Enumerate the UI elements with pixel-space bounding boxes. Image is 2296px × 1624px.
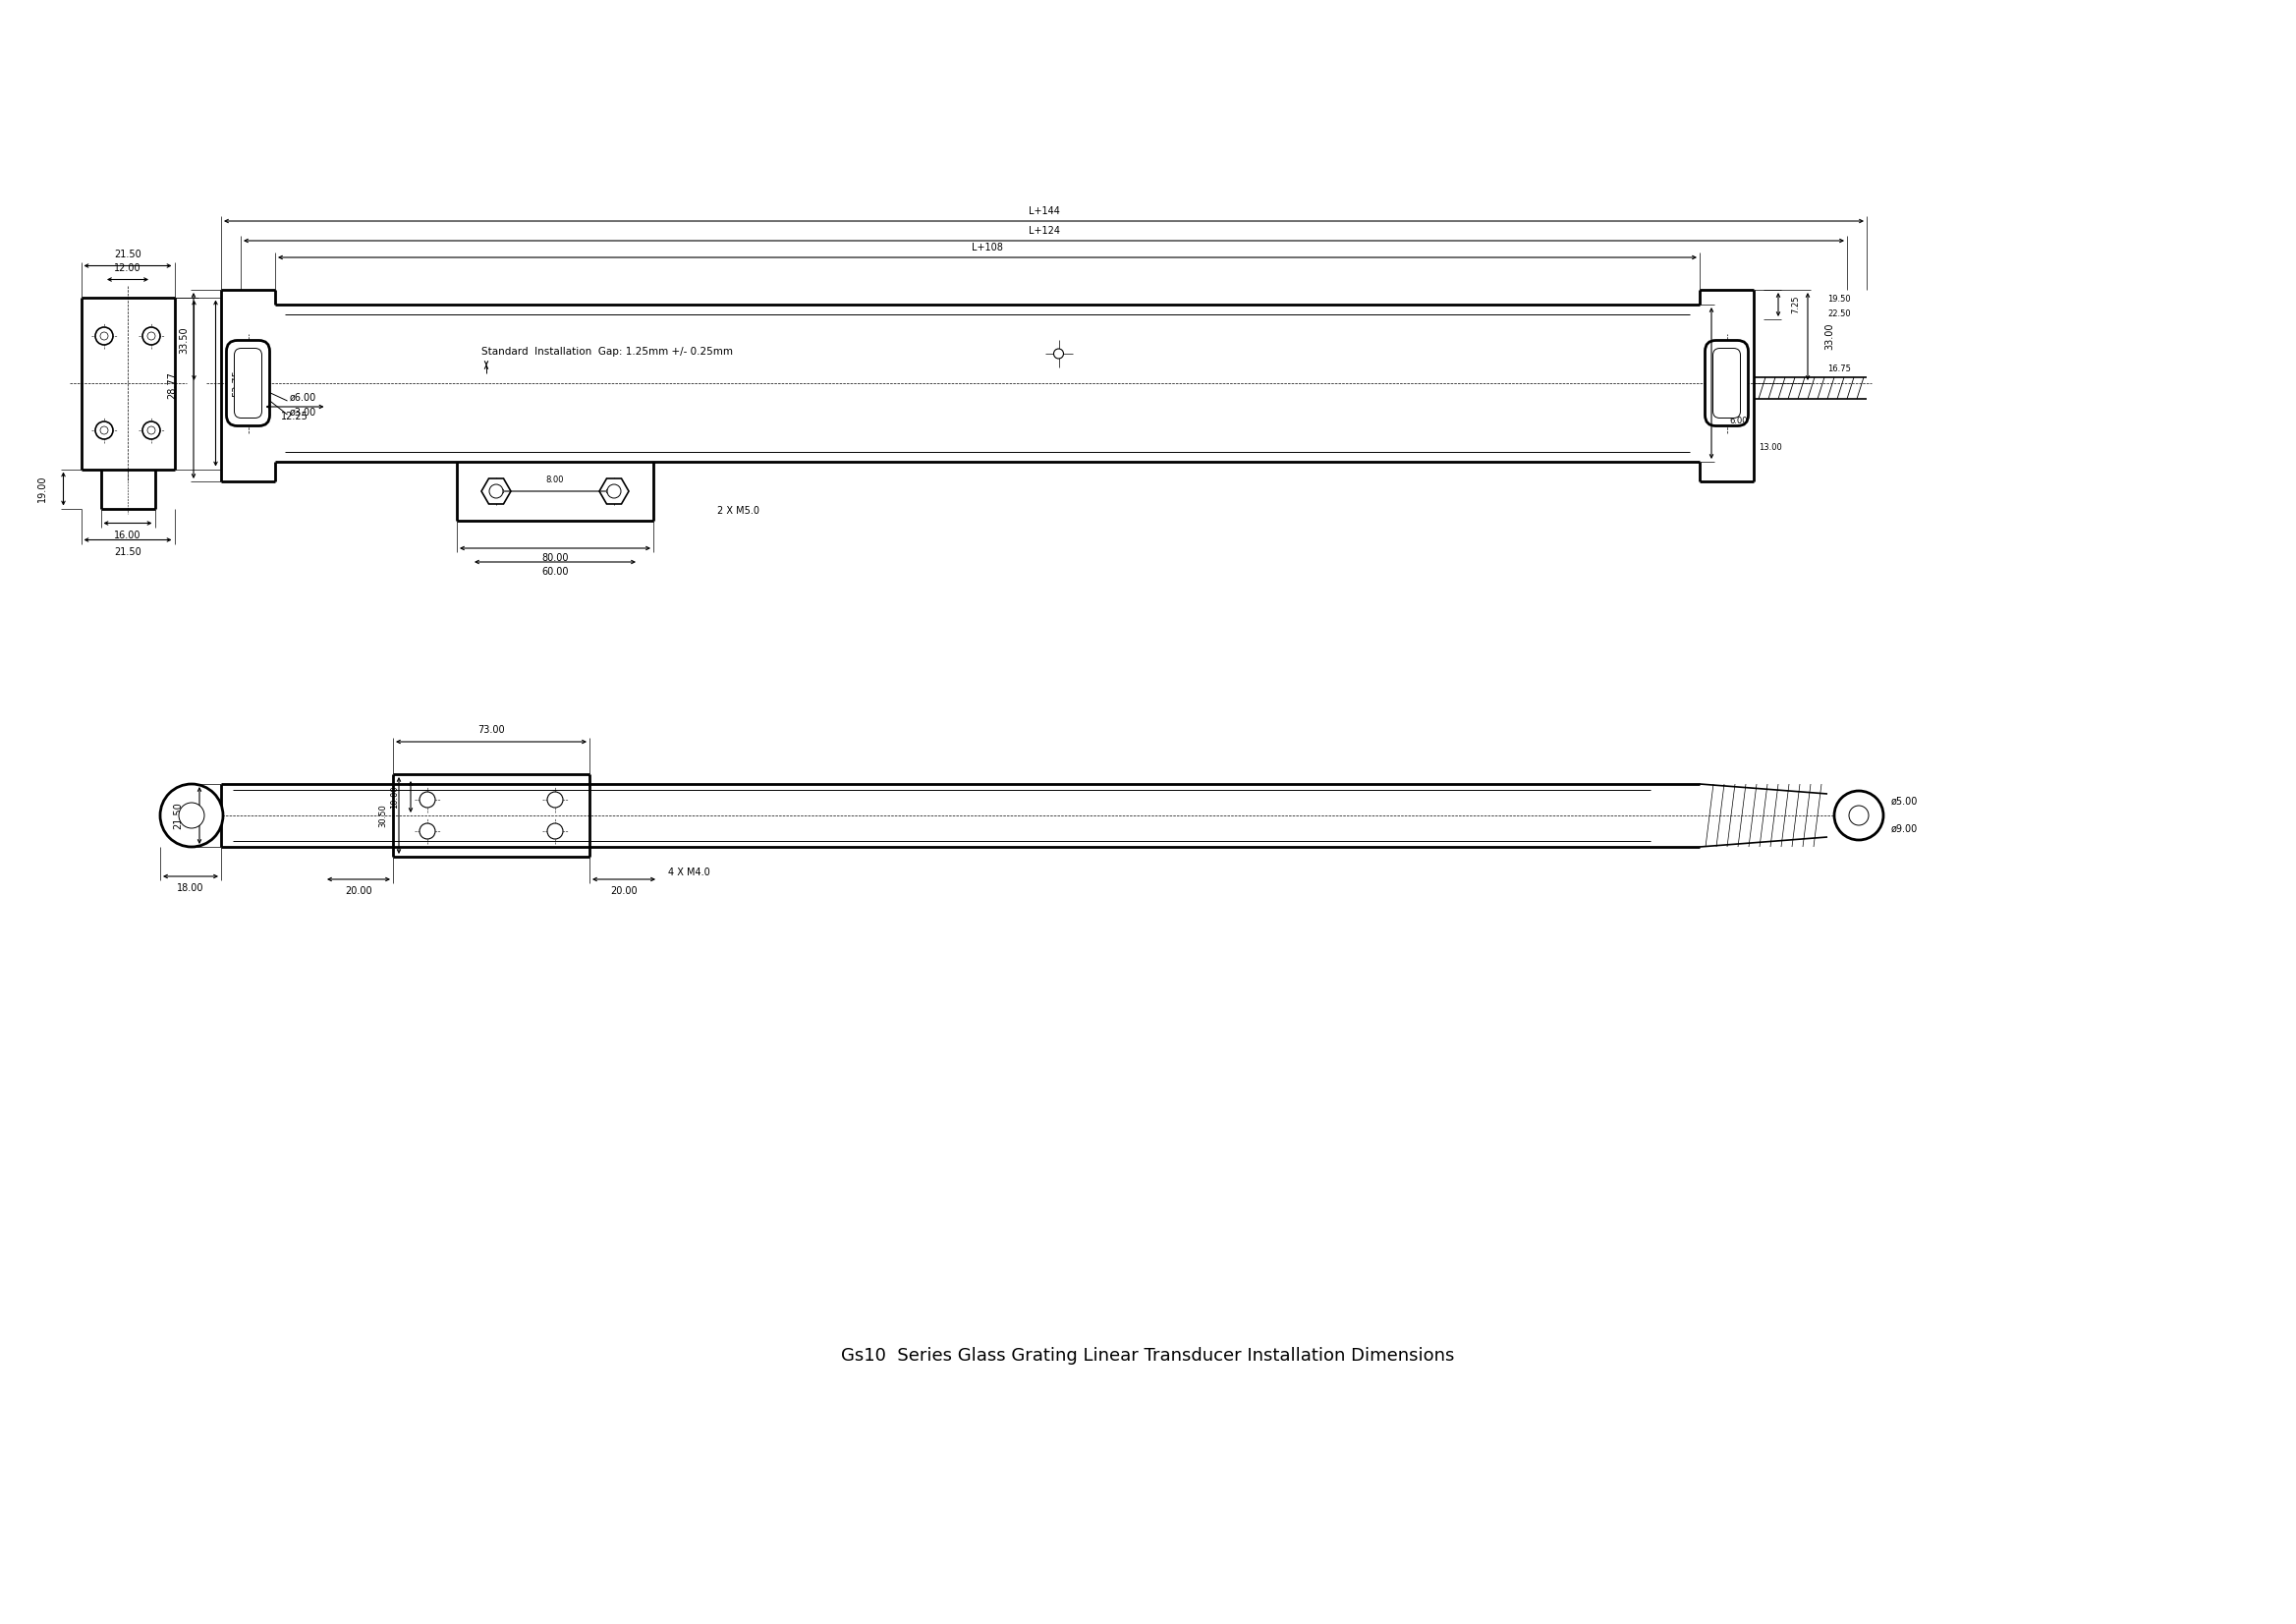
Text: 21.50: 21.50 [172, 802, 184, 830]
Text: ø6.00: ø6.00 [289, 393, 317, 403]
Text: 18.00: 18.00 [177, 883, 204, 893]
Text: 19.50: 19.50 [1828, 294, 1851, 304]
Text: L+144: L+144 [1029, 206, 1058, 216]
FancyBboxPatch shape [1713, 348, 1740, 417]
Circle shape [606, 484, 620, 499]
Circle shape [101, 427, 108, 434]
FancyBboxPatch shape [1706, 341, 1747, 425]
Text: 7.25: 7.25 [1791, 296, 1800, 313]
Text: Standard  Installation  Gap: 1.25mm +/- 0.25mm: Standard Installation Gap: 1.25mm +/- 0.… [482, 348, 732, 357]
Circle shape [96, 326, 113, 344]
Circle shape [1054, 349, 1063, 359]
Text: 13.00: 13.00 [1759, 443, 1782, 451]
Text: Gs10  Series Glass Grating Linear Transducer Installation Dimensions: Gs10 Series Glass Grating Linear Transdu… [840, 1346, 1453, 1364]
Text: 16.75: 16.75 [1828, 364, 1851, 374]
Circle shape [1835, 791, 1883, 840]
Text: L+108: L+108 [971, 242, 1003, 252]
Text: 20.00: 20.00 [344, 887, 372, 896]
Text: ø3.00: ø3.00 [289, 408, 317, 417]
Circle shape [420, 823, 436, 840]
Text: 12.00: 12.00 [115, 263, 142, 273]
Text: ø5.00: ø5.00 [1892, 797, 1917, 807]
Text: 20.00: 20.00 [611, 887, 638, 896]
Text: 21.50: 21.50 [115, 547, 142, 557]
Text: 33.00: 33.00 [1825, 323, 1835, 349]
Text: 4 X M4.0: 4 X M4.0 [668, 867, 709, 877]
Text: 53.75: 53.75 [232, 370, 241, 396]
Text: 22.50: 22.50 [1828, 309, 1851, 318]
Text: 28.77: 28.77 [168, 372, 177, 400]
Text: 80.00: 80.00 [542, 554, 569, 564]
Text: 8.00: 8.00 [546, 474, 565, 484]
Circle shape [161, 784, 223, 846]
Text: 21.50: 21.50 [115, 248, 142, 258]
FancyBboxPatch shape [234, 348, 262, 417]
Circle shape [142, 422, 161, 438]
FancyBboxPatch shape [227, 341, 269, 425]
Text: 2 X M5.0: 2 X M5.0 [716, 507, 760, 516]
Circle shape [546, 793, 563, 807]
Circle shape [147, 427, 156, 434]
Text: 10.00: 10.00 [390, 784, 400, 809]
Circle shape [546, 823, 563, 840]
Circle shape [147, 331, 156, 339]
Text: 30.50: 30.50 [379, 804, 388, 827]
Text: 6.00: 6.00 [1729, 416, 1747, 425]
Text: 60.00: 60.00 [542, 567, 569, 577]
Text: 12.25: 12.25 [280, 411, 308, 422]
Circle shape [179, 802, 204, 828]
Text: 33.50: 33.50 [179, 326, 188, 354]
Circle shape [142, 326, 161, 344]
Text: 27.75: 27.75 [1727, 369, 1736, 396]
Text: 19.00: 19.00 [37, 476, 46, 502]
Text: 16.00: 16.00 [115, 529, 142, 539]
Circle shape [96, 422, 113, 438]
Circle shape [420, 793, 436, 807]
Text: L+124: L+124 [1029, 226, 1058, 235]
Circle shape [101, 331, 108, 339]
Circle shape [1848, 806, 1869, 825]
Text: 73.00: 73.00 [478, 724, 505, 736]
Text: ø9.00: ø9.00 [1892, 825, 1917, 835]
Circle shape [489, 484, 503, 499]
